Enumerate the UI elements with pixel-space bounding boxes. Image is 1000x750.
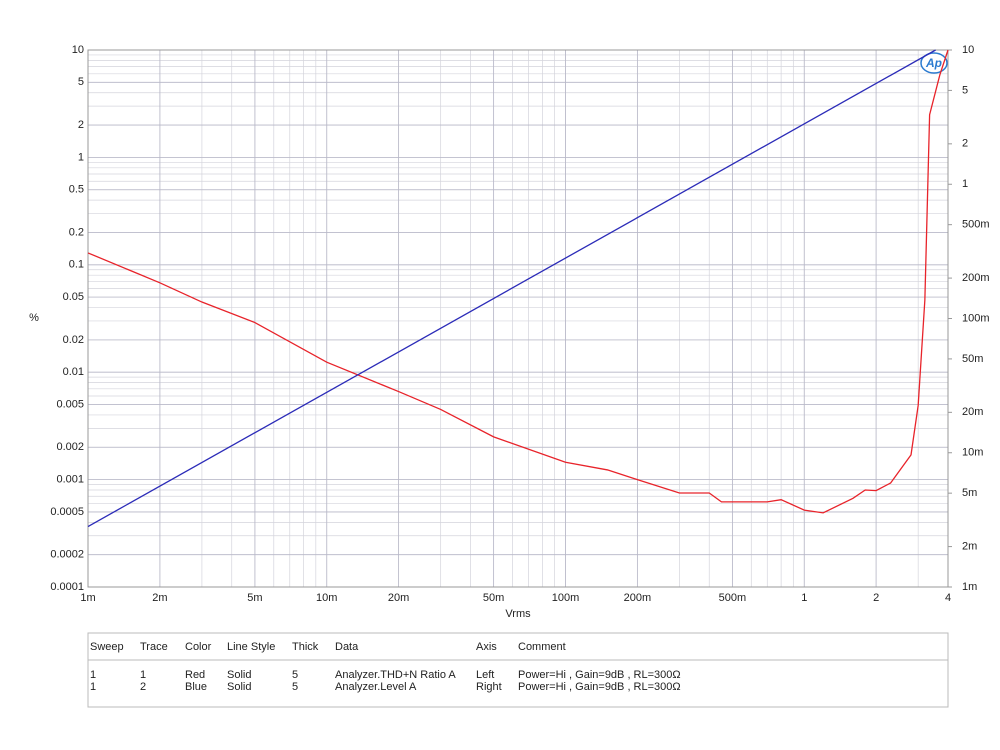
table-cell: Red [185, 669, 205, 681]
legend-table [87, 632, 949, 708]
table-header: Line Style [227, 641, 275, 653]
table-cell: 5 [292, 669, 298, 681]
y2-tick-label: 5m [962, 487, 977, 499]
table-header: Thick [292, 641, 319, 653]
y-tick-label: 0.01 [63, 366, 84, 378]
y-tick-label: 0.0002 [50, 549, 84, 561]
y-tick-label: 5 [78, 76, 84, 88]
x-tick-label: 2m [152, 592, 167, 604]
y-tick-label: 10 [72, 44, 84, 56]
table-header: Color [185, 641, 212, 653]
x-axis-label: Vrms [505, 608, 531, 620]
series-line [87, 49, 936, 528]
x-tick-label: 1m [80, 592, 95, 604]
logo: Ap [925, 56, 942, 70]
x-tick-label: 500m [719, 592, 747, 604]
table-header: Trace [140, 641, 168, 653]
y2-tick-label: 500m [962, 219, 990, 231]
y2-tick-label: 2m [962, 540, 977, 552]
plot-frame [87, 49, 949, 588]
table-cell: 1 [140, 669, 146, 681]
y-tick-label: 1 [78, 151, 84, 163]
table-cell: Analyzer.Level A [335, 681, 417, 693]
x-tick-label: 100m [552, 592, 580, 604]
table-header: Comment [518, 641, 566, 653]
y-tick-label: 0.02 [63, 334, 84, 346]
x-tick-label: 1 [801, 592, 807, 604]
y-tick-label: 0.001 [56, 474, 84, 486]
y-tick-label: 0.1 [69, 259, 84, 271]
y-tick-label: 0.2 [69, 226, 84, 238]
table-cell: Analyzer.THD+N Ratio A [335, 669, 456, 681]
y-tick-label: 2 [78, 119, 84, 131]
y2-tick-label: 1 [962, 178, 968, 190]
y2-tick-label: 10m [962, 447, 983, 459]
y-axis-label: % [29, 312, 39, 324]
y2-tick-label: 100m [962, 312, 990, 324]
series-line [87, 49, 949, 514]
table-header: Sweep [90, 641, 124, 653]
table-cell: 2 [140, 681, 146, 693]
table-cell: Right [476, 681, 502, 693]
logo-badge [920, 52, 948, 74]
y2-tick-label: 1m [962, 581, 977, 593]
y-tick-label: 0.0001 [50, 581, 84, 593]
y-tick-label: 0.5 [69, 184, 84, 196]
table-cell: 5 [292, 681, 298, 693]
y-tick-label: 0.002 [56, 441, 84, 453]
table-cell: Left [476, 669, 494, 681]
y-tick-label: 0.05 [63, 291, 84, 303]
table-header: Axis [476, 641, 497, 653]
y-tick-label: 0.0005 [50, 506, 84, 518]
table-cell: Solid [227, 669, 251, 681]
y-tick-label: 0.005 [56, 398, 84, 410]
x-tick-label: 4 [945, 592, 951, 604]
x-tick-label: 20m [388, 592, 409, 604]
y2-tick-label: 5 [962, 84, 968, 96]
table-cell: 1 [90, 681, 96, 693]
y2-tick-label: 200m [962, 272, 990, 284]
x-tick-label: 10m [316, 592, 337, 604]
table-cell: Solid [227, 681, 251, 693]
table-cell: 1 [90, 669, 96, 681]
y2-tick-label: 50m [962, 353, 983, 365]
table-cell: Blue [185, 681, 207, 693]
x-tick-label: 200m [624, 592, 652, 604]
y2-tick-label: 10 [962, 44, 974, 56]
table-cell: Power=Hi , Gain=9dB , RL=300Ω [518, 681, 681, 693]
x-tick-label: 2 [873, 592, 879, 604]
x-tick-label: 5m [247, 592, 262, 604]
y2-tick-label: 2 [962, 138, 968, 150]
table-header: Data [335, 641, 359, 653]
x-tick-label: 50m [483, 592, 504, 604]
table-cell: Power=Hi , Gain=9dB , RL=300Ω [518, 669, 681, 681]
y2-tick-label: 20m [962, 406, 983, 418]
